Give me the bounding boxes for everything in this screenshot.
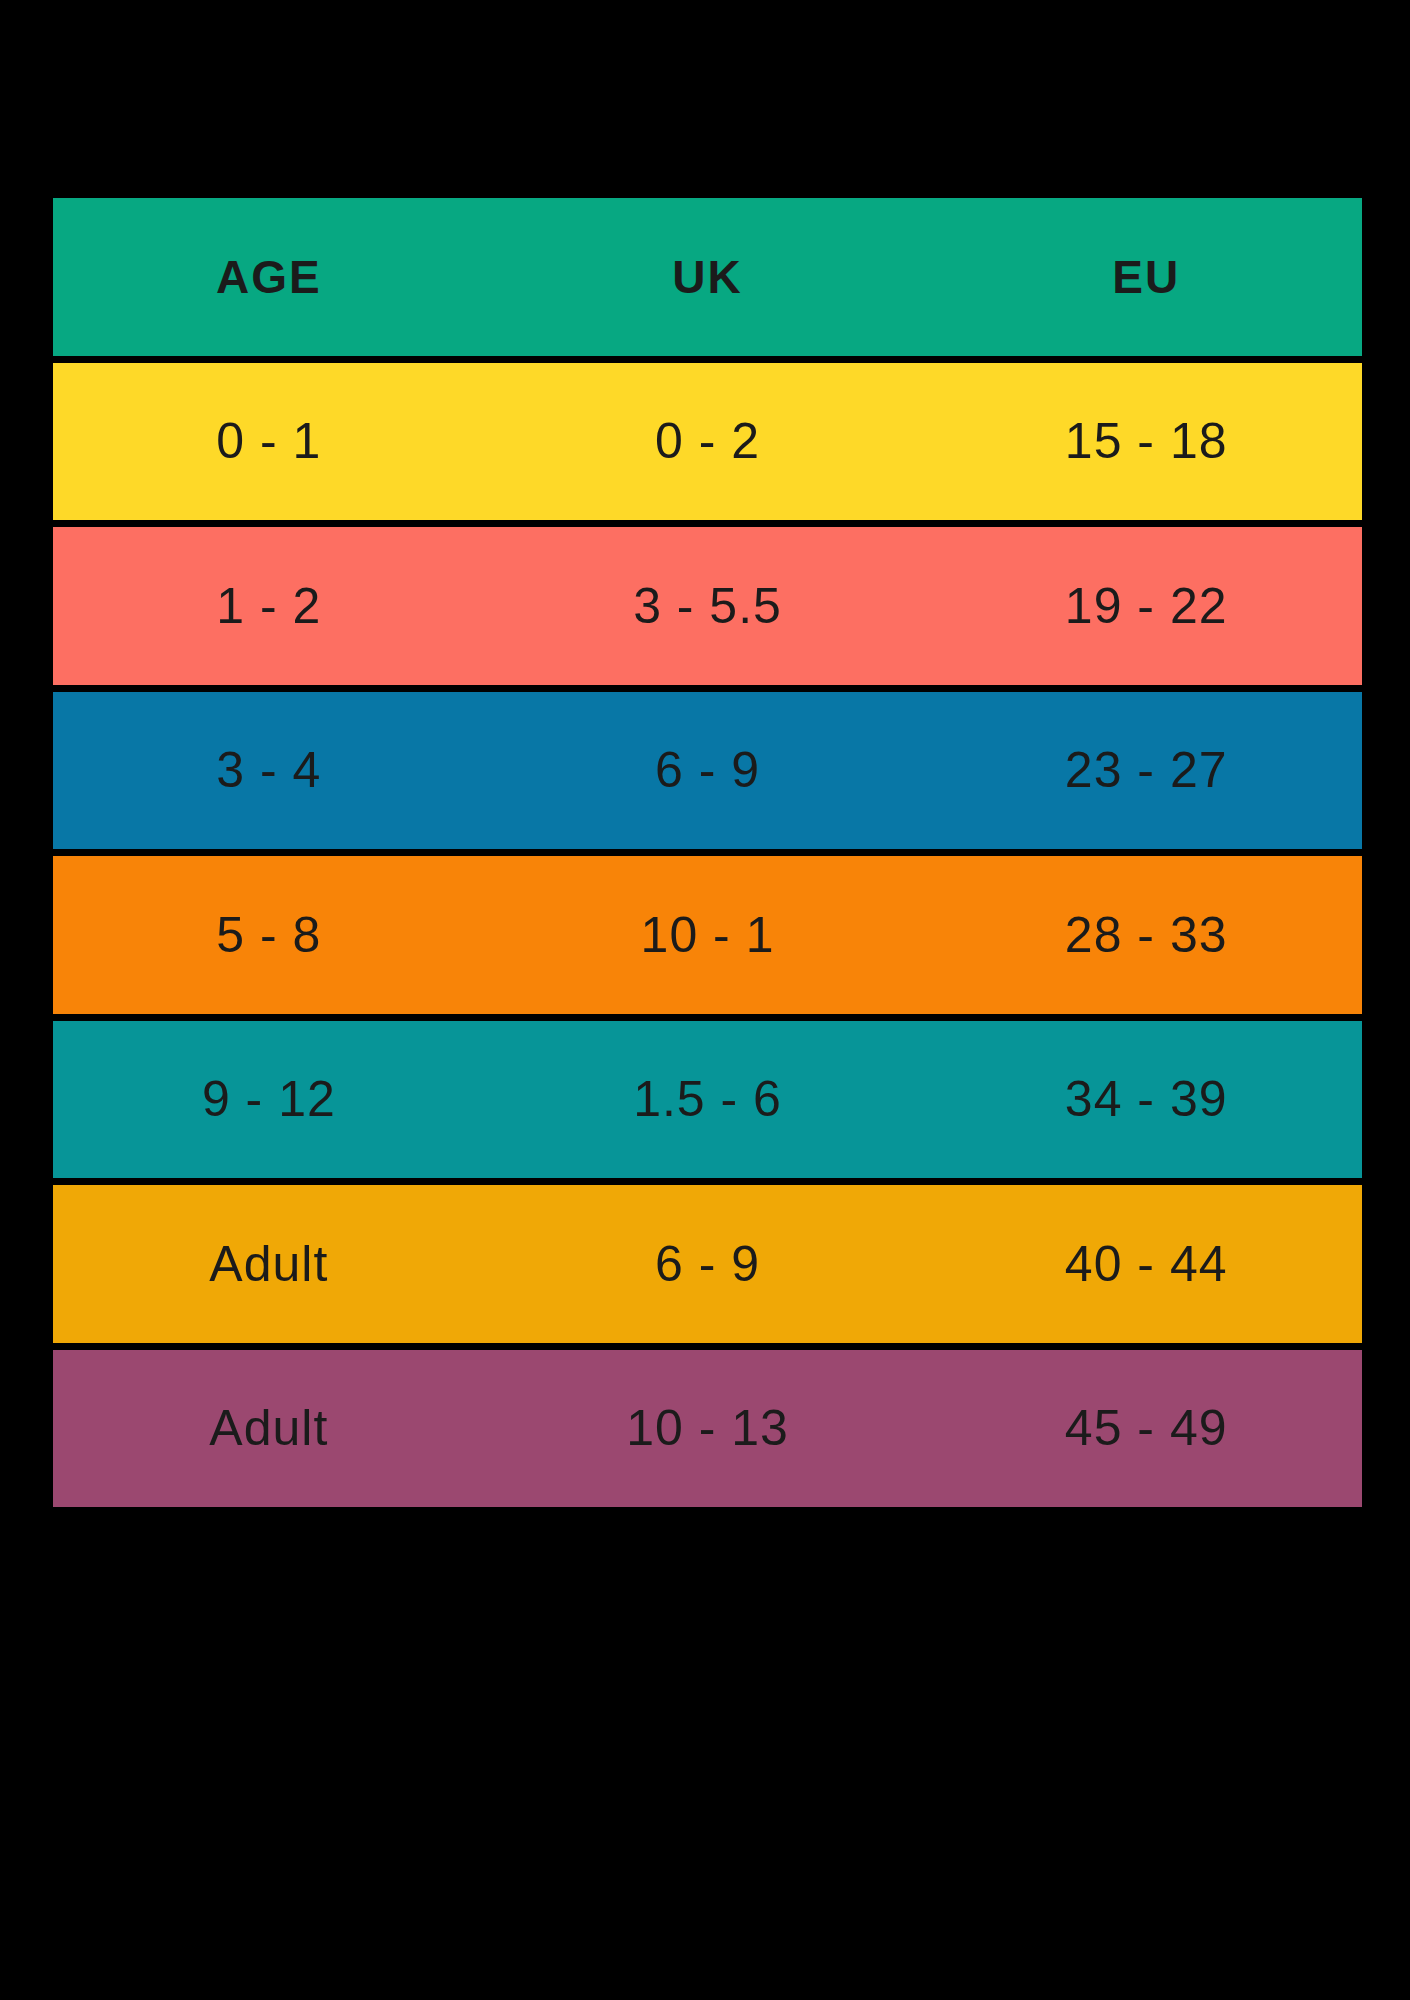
column-header-uk: UK xyxy=(492,198,924,356)
cell-age: Adult xyxy=(53,1185,485,1343)
cell-uk: 1.5 - 6 xyxy=(492,1021,924,1179)
column-header-age: AGE xyxy=(53,198,485,356)
cell-age: 3 - 4 xyxy=(53,692,485,850)
cell-eu: 23 - 27 xyxy=(930,692,1362,850)
cell-uk: 10 - 1 xyxy=(492,856,924,1014)
table-row: 0 - 1 0 - 2 15 - 18 xyxy=(53,363,1362,521)
page-background: AGE UK EU 0 - 1 0 - 2 15 - 18 1 - 2 3 - … xyxy=(0,0,1410,2000)
cell-uk: 3 - 5.5 xyxy=(492,527,924,685)
cell-age: 1 - 2 xyxy=(53,527,485,685)
cell-age: 9 - 12 xyxy=(53,1021,485,1179)
table-row: Adult 10 - 13 45 - 49 xyxy=(53,1350,1362,1508)
table-row: 3 - 4 6 - 9 23 - 27 xyxy=(53,692,1362,850)
size-conversion-table: AGE UK EU 0 - 1 0 - 2 15 - 18 1 - 2 3 - … xyxy=(53,198,1362,1507)
column-header-eu: EU xyxy=(930,198,1362,356)
table-row: 9 - 12 1.5 - 6 34 - 39 xyxy=(53,1021,1362,1179)
cell-uk: 10 - 13 xyxy=(492,1350,924,1508)
table-row: 1 - 2 3 - 5.5 19 - 22 xyxy=(53,527,1362,685)
cell-eu: 45 - 49 xyxy=(930,1350,1362,1508)
cell-uk: 0 - 2 xyxy=(492,363,924,521)
cell-eu: 19 - 22 xyxy=(930,527,1362,685)
cell-age: 5 - 8 xyxy=(53,856,485,1014)
cell-eu: 15 - 18 xyxy=(930,363,1362,521)
cell-eu: 34 - 39 xyxy=(930,1021,1362,1179)
cell-eu: 40 - 44 xyxy=(930,1185,1362,1343)
cell-age: Adult xyxy=(53,1350,485,1508)
cell-eu: 28 - 33 xyxy=(930,856,1362,1014)
cell-uk: 6 - 9 xyxy=(492,1185,924,1343)
table-row: 5 - 8 10 - 1 28 - 33 xyxy=(53,856,1362,1014)
cell-age: 0 - 1 xyxy=(53,363,485,521)
cell-uk: 6 - 9 xyxy=(492,692,924,850)
table-row: Adult 6 - 9 40 - 44 xyxy=(53,1185,1362,1343)
table-header-row: AGE UK EU xyxy=(53,198,1362,356)
